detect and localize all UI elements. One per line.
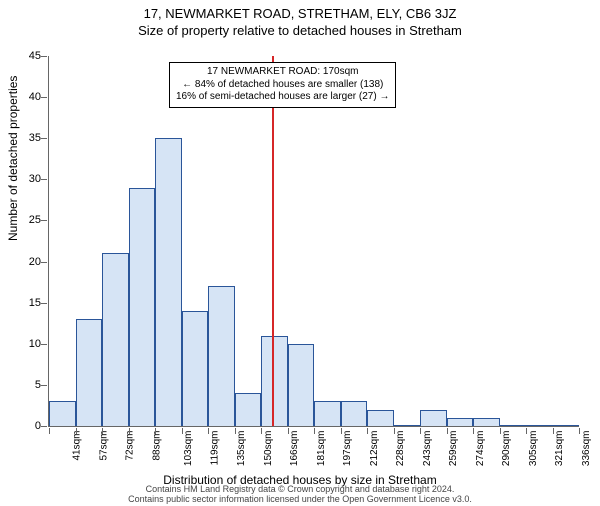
- x-tick-label: 259sqm: [448, 431, 459, 467]
- footnote: Contains HM Land Registry data © Crown c…: [0, 485, 600, 505]
- x-tick: [473, 428, 474, 434]
- y-tick: [41, 179, 47, 180]
- x-tick: [341, 428, 342, 434]
- histogram-bar: [102, 253, 129, 426]
- histogram-bar: [367, 410, 394, 426]
- histogram-bar: [155, 138, 182, 426]
- x-tick-label: 305sqm: [528, 431, 539, 467]
- annotation-line3: 16% of semi-detached houses are larger (…: [176, 91, 389, 104]
- histogram-bar: [473, 418, 500, 426]
- x-tick-label: 119sqm: [209, 431, 220, 466]
- histogram-bar: [500, 425, 527, 426]
- x-tick-label: 228sqm: [395, 431, 406, 467]
- footnote-line1: Contains HM Land Registry data © Crown c…: [146, 484, 455, 494]
- annotation-line1: 17 NEWMARKET ROAD: 170sqm: [176, 66, 389, 79]
- x-tick: [49, 428, 50, 434]
- y-tick: [41, 138, 47, 139]
- x-tick-label: 103sqm: [183, 431, 194, 467]
- x-tick-label: 72sqm: [125, 431, 136, 461]
- x-tick-label: 57sqm: [98, 431, 109, 461]
- x-tick: [288, 428, 289, 434]
- histogram-bar: [49, 401, 76, 426]
- reference-line: [272, 56, 274, 426]
- x-tick: [394, 428, 395, 434]
- y-tick: [41, 220, 47, 221]
- x-tick: [314, 428, 315, 434]
- x-tick: [447, 428, 448, 434]
- x-tick-label: 41sqm: [72, 431, 83, 461]
- x-tick: [102, 428, 103, 434]
- histogram-bar: [182, 311, 209, 426]
- title-subtitle: Size of property relative to detached ho…: [0, 23, 600, 38]
- y-tick: [41, 56, 47, 57]
- histogram-bar: [261, 336, 288, 426]
- y-tick: [41, 262, 47, 263]
- chart-area: 05101520253035404541sqm57sqm72sqm88sqm10…: [48, 56, 578, 426]
- x-tick: [553, 428, 554, 434]
- x-tick: [261, 428, 262, 434]
- x-tick-label: 181sqm: [316, 431, 327, 467]
- x-tick: [367, 428, 368, 434]
- y-tick: [41, 303, 47, 304]
- x-tick-label: 321sqm: [554, 431, 565, 467]
- x-tick-label: 274sqm: [475, 431, 486, 467]
- annotation-box: 17 NEWMARKET ROAD: 170sqm← 84% of detach…: [169, 62, 396, 108]
- x-tick: [76, 428, 77, 434]
- histogram-bar: [314, 401, 341, 426]
- y-tick-label: 25: [13, 214, 41, 226]
- histogram-bar: [394, 425, 421, 426]
- x-tick: [526, 428, 527, 434]
- x-tick: [208, 428, 209, 434]
- y-tick-label: 10: [13, 338, 41, 350]
- x-tick-label: 212sqm: [369, 431, 380, 467]
- x-tick: [235, 428, 236, 434]
- y-tick-label: 0: [13, 420, 41, 432]
- y-tick: [41, 97, 47, 98]
- y-tick-label: 40: [13, 91, 41, 103]
- x-tick-label: 290sqm: [501, 431, 512, 467]
- histogram-bar: [447, 418, 474, 426]
- histogram-bar: [76, 319, 103, 426]
- x-tick-label: 336sqm: [581, 431, 592, 467]
- x-tick-label: 166sqm: [289, 431, 300, 467]
- x-tick-label: 197sqm: [342, 431, 353, 467]
- histogram-bar: [420, 410, 447, 426]
- x-tick-label: 88sqm: [151, 431, 162, 461]
- histogram-bar: [341, 401, 368, 426]
- y-tick-label: 20: [13, 256, 41, 268]
- y-tick-label: 35: [13, 132, 41, 144]
- histogram-bar: [526, 425, 553, 426]
- x-tick: [579, 428, 580, 434]
- plot-area: 05101520253035404541sqm57sqm72sqm88sqm10…: [48, 56, 579, 427]
- x-tick-label: 135sqm: [236, 431, 247, 467]
- histogram-bar: [553, 425, 580, 426]
- histogram-bar: [235, 393, 262, 426]
- x-tick: [182, 428, 183, 434]
- histogram-bar: [208, 286, 235, 426]
- x-tick: [129, 428, 130, 434]
- x-tick: [420, 428, 421, 434]
- x-tick: [500, 428, 501, 434]
- y-tick-label: 45: [13, 50, 41, 62]
- histogram-bar: [288, 344, 315, 426]
- y-tick: [41, 344, 47, 345]
- y-tick-label: 30: [13, 173, 41, 185]
- histogram-bar: [129, 188, 156, 426]
- x-tick: [155, 428, 156, 434]
- y-tick-label: 5: [13, 379, 41, 391]
- x-tick-label: 150sqm: [263, 431, 274, 467]
- annotation-line2: ← 84% of detached houses are smaller (13…: [176, 79, 389, 92]
- title-address: 17, NEWMARKET ROAD, STRETHAM, ELY, CB6 3…: [0, 6, 600, 21]
- footnote-line2: Contains public sector information licen…: [128, 494, 472, 504]
- y-tick: [41, 385, 47, 386]
- y-tick: [41, 426, 47, 427]
- x-tick-label: 243sqm: [422, 431, 433, 467]
- y-tick-label: 15: [13, 297, 41, 309]
